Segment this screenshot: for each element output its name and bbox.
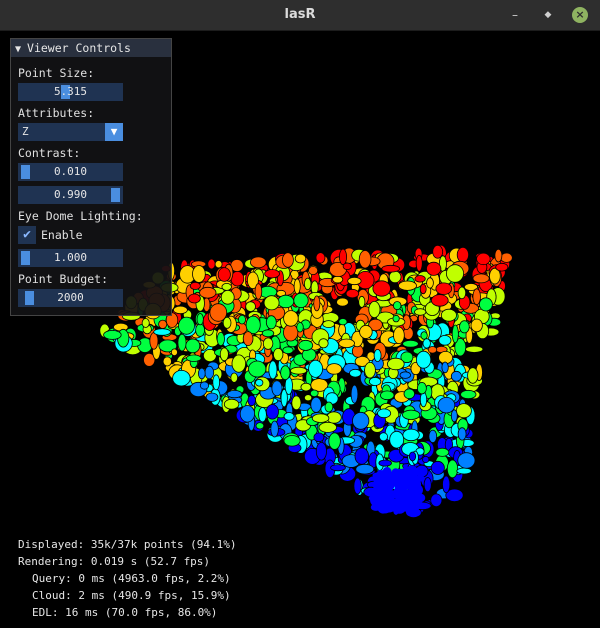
chevron-down-icon[interactable]: ▼	[105, 123, 123, 141]
attributes-selected: Z	[22, 125, 29, 138]
point-budget-slider[interactable]: 2000	[18, 289, 123, 307]
stats-displayed: Displayed: 35k/37k points (94.1%)	[18, 538, 237, 551]
point-budget-label: Point Budget:	[18, 272, 109, 286]
point-size-slider-grab[interactable]	[61, 85, 70, 99]
contrast-max-value: 0.990	[53, 188, 88, 201]
contrast-min-slider[interactable]: 0.010	[18, 163, 123, 181]
point-budget-value: 2000	[57, 291, 84, 304]
point-cloud-render[interactable]	[0, 31, 600, 628]
point-size-value: 5.315	[53, 85, 88, 98]
stats-edl: EDL: 16 ms (70.0 fps, 86.0%)	[32, 606, 218, 619]
stats-query: Query: 0 ms (4963.0 fps, 2.2%)	[32, 572, 231, 585]
window-title: lasR	[284, 7, 316, 22]
attributes-label: Attributes:	[18, 106, 95, 120]
point-budget-grab[interactable]	[25, 291, 34, 305]
title-bar[interactable]: lasR – ◆ ×	[0, 0, 600, 31]
minimize-button[interactable]: –	[512, 8, 518, 22]
attributes-dropdown[interactable]: Z ▼	[18, 123, 123, 141]
edl-enable-label[interactable]: Enable	[41, 228, 83, 242]
edl-label: Eye Dome Lighting:	[18, 209, 143, 223]
collapse-triangle-icon[interactable]: ▼	[15, 44, 22, 55]
contrast-min-value: 0.010	[53, 165, 88, 178]
contrast-label: Contrast:	[18, 146, 81, 160]
panel-header[interactable]: ▼ Viewer Controls	[11, 39, 171, 57]
point-cloud-points	[99, 244, 513, 519]
stats-rendering: Rendering: 0.019 s (52.7 fps)	[18, 555, 211, 568]
viewer-controls-panel: ▼ Viewer Controls Point Size: 5.315 Attri…	[10, 38, 172, 316]
render-stats: Displayed: 35k/37k points (94.1%) Renderi…	[18, 536, 237, 621]
edl-strength-slider[interactable]: 1.000	[18, 249, 123, 267]
maximize-button[interactable]: ◆	[544, 10, 552, 20]
close-button[interactable]: ×	[572, 7, 588, 23]
contrast-max-grab[interactable]	[111, 188, 120, 202]
point-cloud-viewport[interactable]	[0, 31, 600, 628]
edl-enable-checkbox[interactable]: ✔	[18, 226, 36, 244]
point-size-slider[interactable]: 5.315	[18, 83, 123, 101]
panel-title: Viewer Controls	[27, 41, 131, 55]
stats-cloud: Cloud: 2 ms (490.9 fps, 15.9%)	[32, 589, 231, 602]
edl-strength-grab[interactable]	[21, 251, 30, 265]
contrast-max-slider[interactable]: 0.990	[18, 186, 123, 204]
point-size-label: Point Size:	[18, 66, 95, 80]
contrast-min-grab[interactable]	[21, 165, 30, 179]
edl-strength-value: 1.000	[53, 251, 88, 264]
